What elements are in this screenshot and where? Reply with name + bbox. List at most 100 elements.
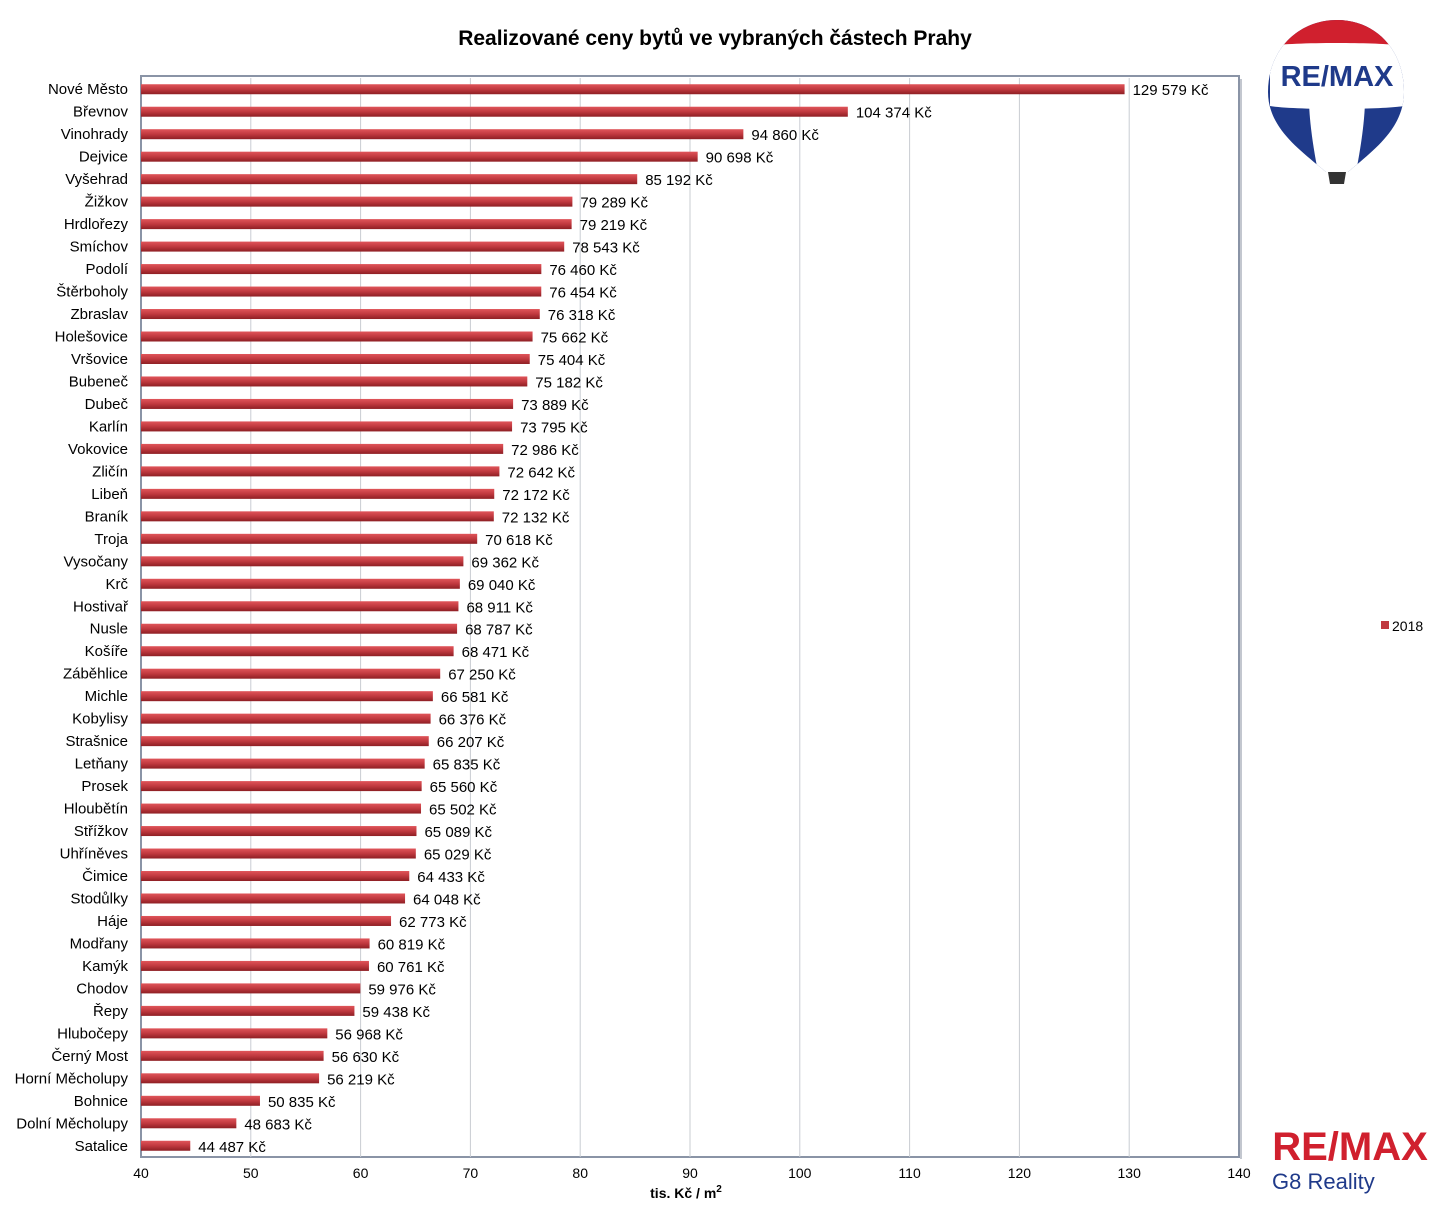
data-label: 66 581 Kč (441, 689, 509, 706)
data-label: 59 976 Kč (368, 981, 436, 998)
category-label: Troja (94, 531, 128, 548)
category-label: Holešovice (55, 329, 128, 346)
bar (141, 983, 361, 994)
x-axis-title: tis. Kč / m2 (650, 1184, 722, 1201)
bar (141, 466, 500, 477)
data-label: 73 795 Kč (520, 419, 588, 436)
brand-subtitle: G8 Reality (1272, 1169, 1375, 1194)
category-label: Prosek (81, 778, 128, 795)
data-label: 78 543 Kč (572, 240, 640, 257)
data-label: 67 250 Kč (448, 667, 516, 684)
category-label: Žižkov (85, 194, 129, 211)
category-label: Vinohrady (61, 126, 129, 143)
category-label: Braník (85, 508, 129, 525)
data-label: 68 911 Kč (466, 599, 533, 616)
bar (141, 106, 848, 117)
bar (141, 938, 370, 949)
category-label: Strašnice (65, 733, 128, 750)
x-tick-label: 50 (243, 1165, 259, 1181)
category-label: Záběhlice (63, 666, 128, 683)
category-label: Hostivař (73, 598, 129, 615)
bar (141, 826, 417, 837)
bar (141, 601, 459, 612)
bar (141, 219, 572, 230)
category-label: Vysočany (64, 553, 129, 570)
bar (141, 421, 513, 432)
category-label: Uhříněves (60, 846, 128, 863)
legend-swatch (1381, 621, 1389, 629)
bar (141, 533, 478, 544)
category-label: Čimice (82, 868, 128, 885)
data-label: 129 579 Kč (1133, 82, 1209, 99)
x-tick-label: 60 (353, 1165, 369, 1181)
x-axis-ticks: 40 50 60 70 80 90 100 110 120 130 140 (133, 1165, 1251, 1181)
bar (141, 264, 542, 275)
bar (141, 488, 495, 499)
category-label: Košíře (85, 643, 128, 660)
data-label: 85 192 Kč (645, 172, 713, 189)
category-label: Zbraslav (70, 306, 128, 323)
category-label: Vokovice (68, 441, 128, 458)
data-label: 62 773 Kč (399, 914, 467, 931)
data-label: 69 362 Kč (471, 554, 539, 571)
category-label: Michle (85, 688, 128, 705)
data-label: 68 471 Kč (462, 644, 530, 661)
bar (141, 556, 464, 567)
data-label: 65 835 Kč (433, 757, 501, 774)
bar (141, 241, 565, 252)
data-label: 79 289 Kč (580, 195, 648, 212)
data-label: 79 219 Kč (580, 217, 648, 234)
bar (141, 376, 528, 387)
data-label: 64 048 Kč (413, 891, 481, 908)
data-label: 48 683 Kč (244, 1116, 312, 1133)
bar (141, 915, 392, 926)
category-labels: Nové Město Břevnov Vinohrady Dejvice Vyšehra… (15, 81, 129, 1155)
chart-title: Realizované ceny bytů ve vybraných částe… (458, 27, 972, 50)
category-label: Zličín (92, 463, 128, 480)
remax-g8-logo: RE/MAX G8 Reality (1272, 1125, 1428, 1194)
data-label: 68 787 Kč (465, 622, 533, 639)
category-label: Satalice (75, 1138, 128, 1155)
bar (141, 1140, 191, 1151)
bar (141, 129, 744, 140)
category-label: Černý Most (51, 1048, 129, 1065)
category-label: Podolí (85, 261, 128, 278)
category-label: Bohnice (74, 1093, 128, 1110)
data-label: 72 132 Kč (502, 509, 570, 526)
data-label: 44 487 Kč (198, 1139, 266, 1156)
data-label: 65 560 Kč (430, 779, 498, 796)
category-label: Hrdlořezy (64, 216, 129, 233)
bar (141, 578, 460, 589)
category-label: Nové Město (48, 81, 128, 98)
category-label: Karlín (89, 418, 128, 435)
category-label: Štěrboholy (56, 284, 128, 301)
x-tick-label: 110 (898, 1165, 921, 1181)
category-label: Chodov (76, 980, 128, 997)
bar (141, 84, 1125, 95)
bar (141, 151, 698, 162)
x-tick-label: 130 (1118, 1165, 1142, 1181)
bar (141, 960, 369, 971)
data-label: 56 630 Kč (332, 1049, 400, 1066)
category-label: Nusle (90, 621, 128, 638)
bar (141, 713, 431, 724)
data-label: 76 454 Kč (549, 285, 617, 302)
x-tick-label: 100 (788, 1165, 812, 1181)
legend: 2018 (1381, 618, 1423, 634)
category-label: Řepy (93, 1003, 129, 1020)
category-label: Hlubočepy (57, 1025, 128, 1042)
data-label: 72 642 Kč (507, 464, 575, 481)
remax-balloon-logo: RE/MAX (1268, 20, 1404, 184)
bar (141, 174, 638, 185)
category-label: Horní Měcholupy (15, 1070, 129, 1087)
data-label: 69 040 Kč (468, 577, 536, 594)
bar (141, 893, 406, 904)
bar (141, 803, 422, 814)
category-label: Krč (106, 576, 129, 593)
category-label: Střížkov (74, 823, 129, 840)
x-tick-label: 70 (463, 1165, 479, 1181)
x-tick-label: 80 (572, 1165, 588, 1181)
data-label: 75 404 Kč (538, 352, 606, 369)
data-label: 94 860 Kč (751, 127, 819, 144)
bar (141, 646, 454, 657)
